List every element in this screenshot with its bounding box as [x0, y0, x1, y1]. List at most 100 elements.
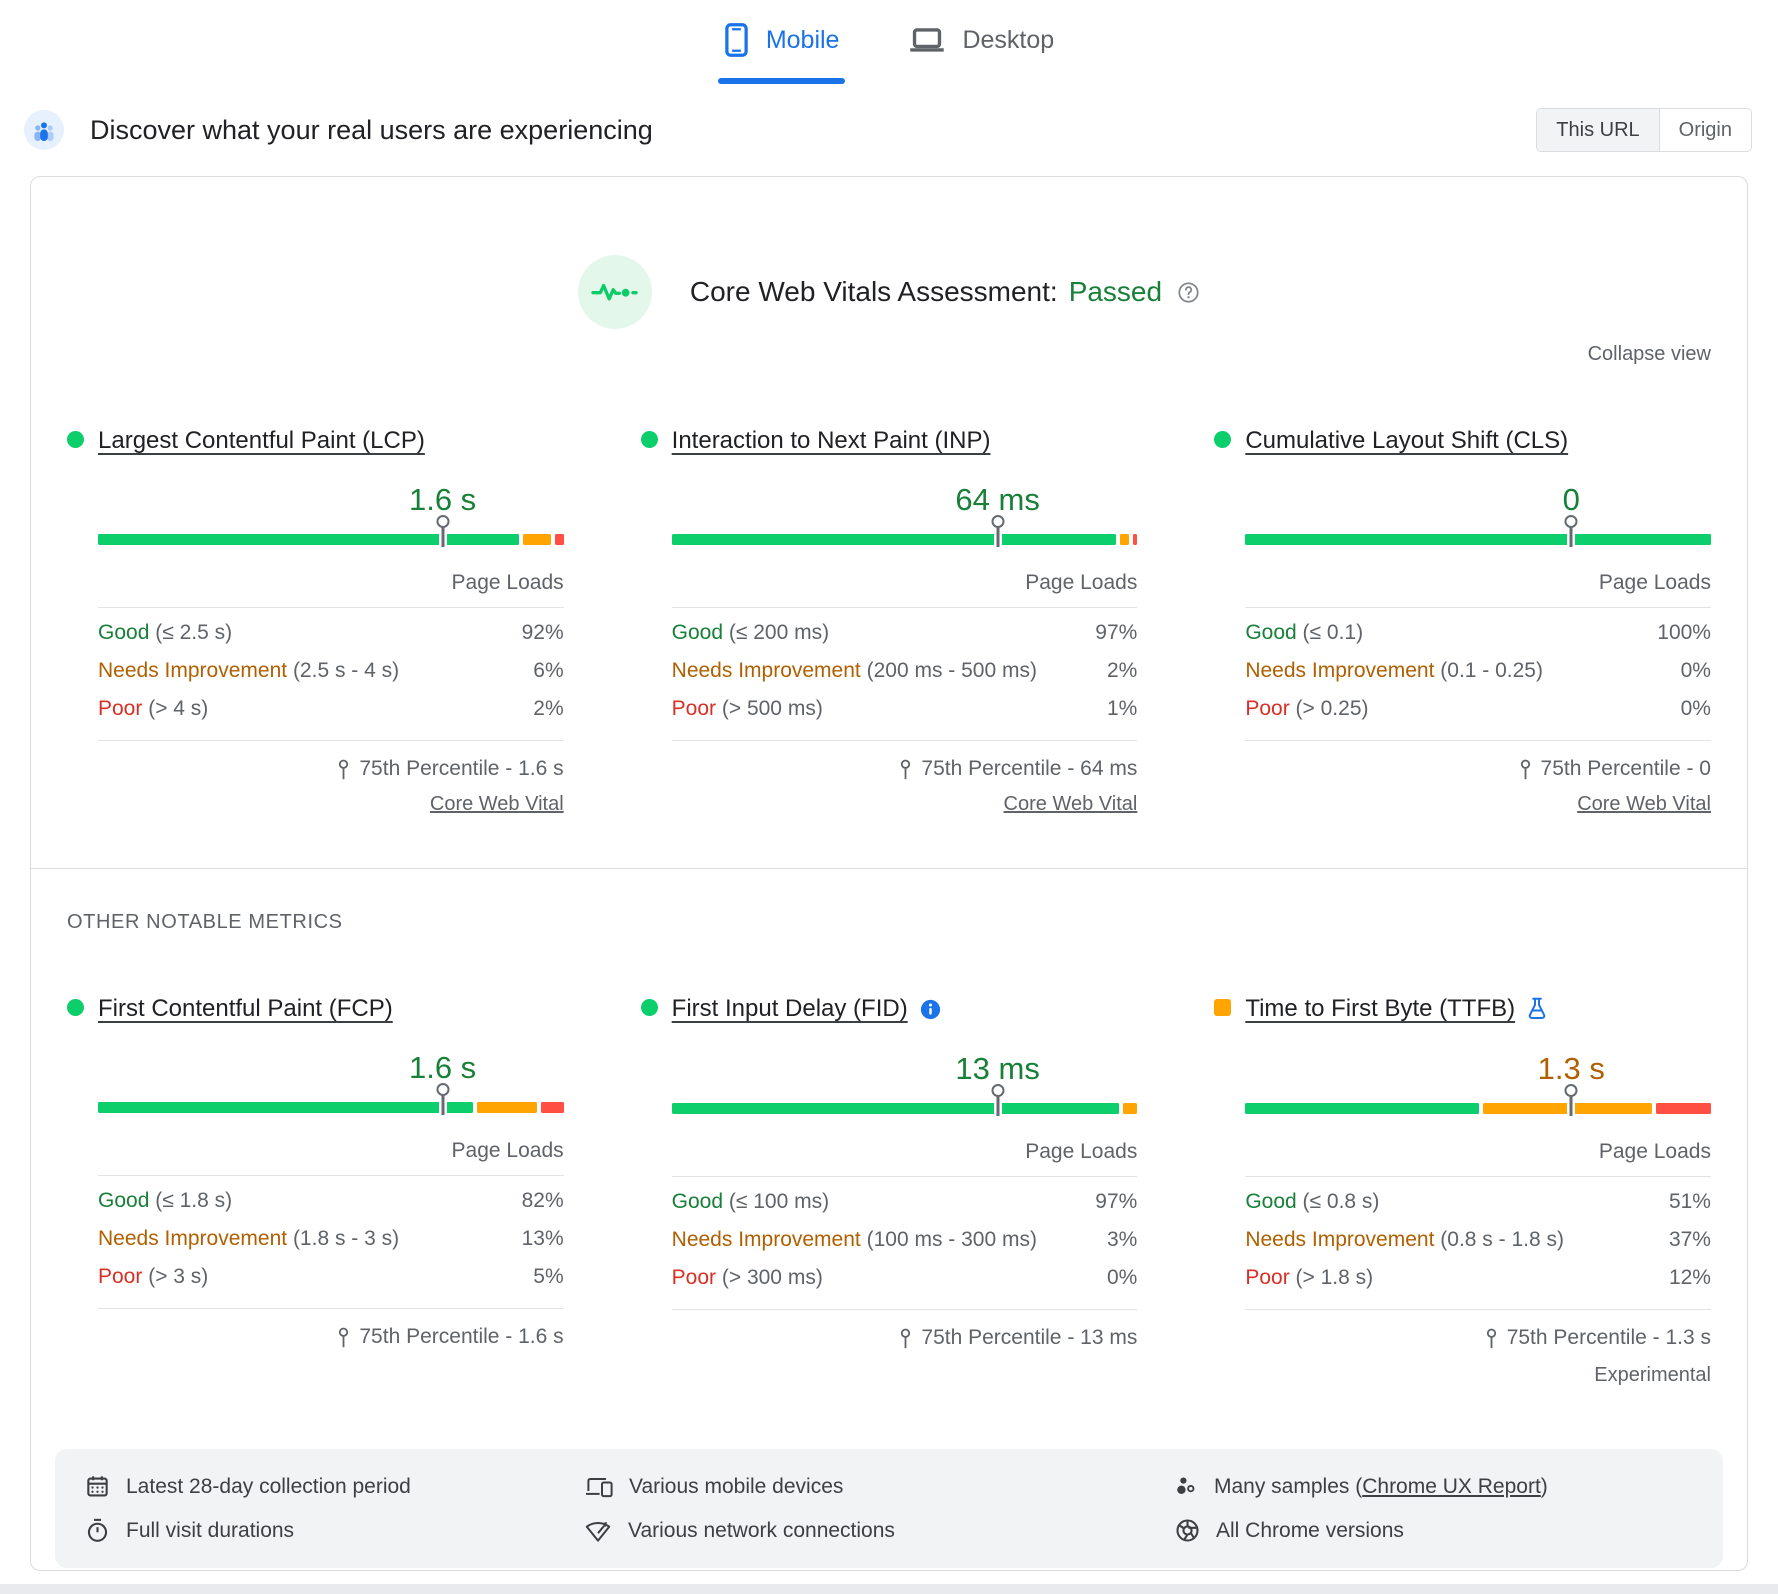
tab-desktop[interactable]: Desktop — [903, 6, 1060, 84]
pin-icon — [1485, 1328, 1498, 1349]
field-data-header: Discover what your real users are experi… — [24, 108, 1752, 152]
footer-item-text: Various mobile devices — [629, 1474, 844, 1498]
distribution-label: Good (≤ 0.8 s) — [1245, 1190, 1379, 1214]
distribution-bar-area: 64 ms — [671, 482, 1138, 547]
metric-p75-value: 1.3 s — [1537, 1051, 1605, 1086]
row-divider — [671, 607, 1138, 608]
other-metrics-grid: First Contentful Paint (FCP) 1.6 s Page Lo… — [67, 994, 1711, 1387]
distribution-value: 0% — [1680, 697, 1711, 720]
tab-mobile[interactable]: Mobile — [717, 6, 846, 84]
bar-segment-red — [554, 534, 564, 545]
chrome-ux-report-link[interactable]: Chrome UX Report — [1362, 1474, 1541, 1498]
collapse-view-link[interactable]: Collapse view — [1587, 343, 1711, 365]
metric-title-link[interactable]: Time to First Byte (TTFB) — [1245, 995, 1516, 1022]
distribution-bar — [1245, 534, 1711, 545]
row-divider — [1245, 1176, 1711, 1177]
distribution-range: (200 ms - 500 ms) — [866, 659, 1037, 682]
distribution-category: Poor — [98, 1265, 143, 1288]
distribution-value: 13% — [521, 1227, 564, 1250]
percentile-row: 75th Percentile - 13 ms — [672, 1326, 1137, 1350]
metric-status-bullet — [640, 999, 658, 1016]
section-divider — [31, 868, 1747, 869]
core-metrics-grid: Largest Contentful Paint (LCP) 1.6 s Page … — [67, 426, 1711, 816]
distribution-row-poor: Poor (> 500 ms) 1% — [672, 690, 1138, 728]
distribution-category: Poor — [1245, 697, 1290, 720]
assessment-title: Core Web Vitals Assessment: — [689, 276, 1058, 307]
row-divider — [1245, 1309, 1711, 1310]
distribution-value: 0% — [1680, 659, 1711, 682]
samples-icon — [1175, 1475, 1198, 1498]
distribution-value: 92% — [521, 621, 564, 644]
footer-item-text: Latest 28-day collection period — [126, 1474, 411, 1498]
footer-item: Many samples (Chrome UX Report) — [1175, 1474, 1693, 1499]
distribution-bar — [1245, 1103, 1711, 1114]
distribution-range: (> 500 ms) — [721, 697, 823, 720]
distribution-bar — [671, 534, 1138, 545]
distribution-value: 3% — [1106, 1228, 1138, 1251]
distribution-range: (≤ 200 ms) — [728, 621, 830, 644]
info-icon[interactable] — [920, 999, 941, 1025]
core-web-vital-row: Core Web Vital — [1245, 793, 1711, 816]
distribution-bar-area: 0 — [1245, 482, 1711, 547]
metric-lcp: Largest Contentful Paint (LCP) 1.6 s Page … — [67, 426, 564, 816]
desktop-icon — [909, 25, 945, 55]
collapse-row: Collapse view — [67, 343, 1711, 366]
footer-item: All Chrome versions — [1175, 1518, 1693, 1543]
distribution-range: (≤ 0.8 s) — [1302, 1190, 1380, 1213]
bar-segment-green — [671, 534, 1116, 545]
footer-item: Latest 28-day collection period — [85, 1474, 585, 1499]
metric-title-link[interactable]: First Contentful Paint (FCP) — [98, 995, 393, 1022]
bar-segment-green — [98, 1102, 474, 1113]
percentile-text: 75th Percentile - 1.6 s — [359, 757, 564, 780]
distribution-range: (≤ 100 ms) — [728, 1190, 830, 1213]
distribution-range: (0.8 s - 1.8 s) — [1440, 1228, 1564, 1251]
chrome-icon — [1175, 1518, 1200, 1543]
distribution-label: Good (≤ 100 ms) — [672, 1190, 829, 1214]
distribution-row-good: Good (≤ 0.8 s) 51% — [1245, 1183, 1711, 1221]
core-web-vitals-card: Core Web Vitals Assessment: Passed Colla… — [30, 176, 1748, 1571]
distribution-category: Good — [1245, 1190, 1297, 1213]
distribution-category: Needs Improvement — [98, 659, 288, 682]
distribution-rows: Good (≤ 0.1) 100% Needs Improvement (0.1 -… — [1245, 614, 1711, 728]
metric-p75-value: 1.6 s — [408, 1050, 477, 1085]
distribution-value: 12% — [1668, 1266, 1711, 1289]
metric-inp: Interaction to Next Paint (INP) 64 ms Page… — [640, 426, 1138, 816]
this-url-button[interactable]: This URL — [1537, 109, 1659, 151]
active-tab-indicator — [717, 78, 846, 84]
distribution-label: Good (≤ 1.8 s) — [98, 1189, 232, 1213]
metric-status-bullet — [67, 999, 84, 1016]
distribution-value: 82% — [521, 1189, 564, 1212]
distribution-category: Needs Improvement — [1245, 659, 1435, 682]
distribution-bar-area: 1.6 s — [98, 482, 564, 547]
page-loads-label: Page Loads — [1598, 571, 1711, 594]
distribution-rows: Good (≤ 0.8 s) 51% Needs Improvement (0.8 … — [1245, 1183, 1711, 1297]
distribution-label: Poor (> 500 ms) — [672, 697, 823, 721]
distribution-label: Needs Improvement (0.1 - 0.25) — [1245, 659, 1543, 683]
distribution-category: Needs Improvement — [671, 659, 861, 682]
distribution-row-good: Good (≤ 1.8 s) 82% — [98, 1182, 564, 1220]
url-origin-toggle: This URL Origin — [1536, 108, 1752, 152]
percentile-row: 75th Percentile - 0 — [1245, 757, 1711, 781]
distribution-category: Good — [98, 621, 150, 644]
distribution-rows: Good (≤ 1.8 s) 82% Needs Improvement (1.8 … — [98, 1182, 564, 1296]
metric-title-link[interactable]: First Input Delay (FID) — [671, 995, 908, 1022]
distribution-range: (> 1.8 s) — [1295, 1266, 1374, 1289]
distribution-label: Good (≤ 2.5 s) — [98, 621, 232, 645]
origin-button[interactable]: Origin — [1658, 109, 1751, 151]
metric-title-link[interactable]: Interaction to Next Paint (INP) — [671, 427, 991, 454]
core-web-vital-link[interactable]: Core Web Vital — [429, 793, 564, 815]
distribution-label: Needs Improvement (200 ms - 500 ms) — [672, 659, 1037, 683]
distribution-range: (> 300 ms) — [721, 1266, 823, 1289]
percentile-text: 75th Percentile - 1.6 s — [359, 1325, 564, 1348]
help-icon[interactable] — [1177, 281, 1200, 304]
core-web-vital-link[interactable]: Core Web Vital — [1003, 793, 1138, 815]
metric-title-link[interactable]: Largest Contentful Paint (LCP) — [98, 427, 425, 454]
percentile-marker — [436, 1083, 450, 1117]
footer-item-text: Many samples (Chrome UX Report) — [1214, 1474, 1548, 1498]
core-web-vital-link[interactable]: Core Web Vital — [1577, 793, 1711, 815]
bar-segment-orange — [1119, 534, 1129, 545]
metric-title-link[interactable]: Cumulative Layout Shift (CLS) — [1245, 427, 1569, 454]
flask-icon[interactable] — [1527, 997, 1547, 1025]
distribution-rows: Good (≤ 200 ms) 97% Needs Improvement (200… — [672, 614, 1138, 728]
page-loads-label: Page Loads — [1598, 1140, 1711, 1163]
